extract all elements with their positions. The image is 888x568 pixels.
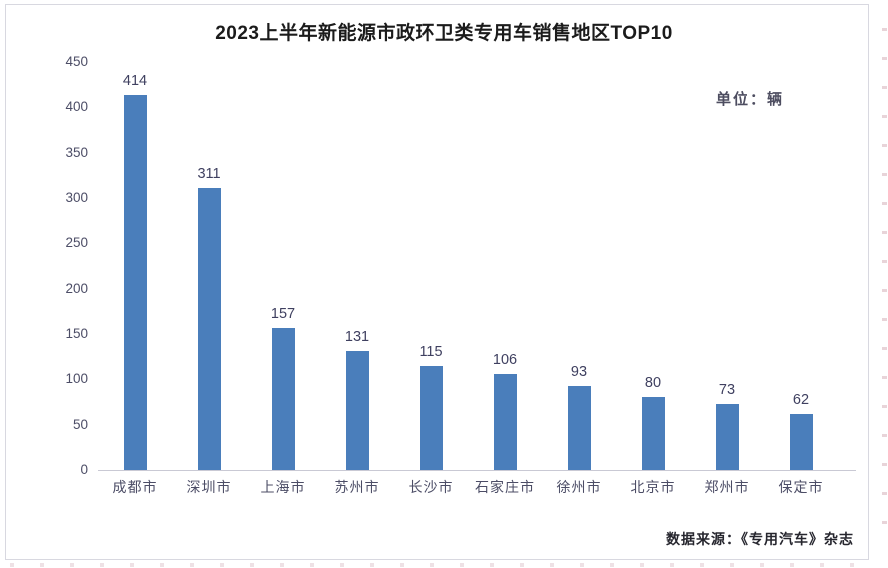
value-label: 93 xyxy=(570,363,588,380)
y-tick-label: 0 xyxy=(80,462,88,477)
y-tick-label: 400 xyxy=(65,99,88,115)
bar-长沙市 xyxy=(419,365,443,470)
x-axis-line xyxy=(98,470,856,471)
value-label: 115 xyxy=(419,343,443,360)
value-label: 157 xyxy=(270,305,296,322)
value-label: 311 xyxy=(197,166,221,183)
bar-郑州市 xyxy=(715,403,739,470)
value-label: 414 xyxy=(122,72,148,89)
chart-title: 2023上半年新能源市政环卫类专用车销售地区TOP10 xyxy=(215,23,673,44)
value-label: 62 xyxy=(792,391,810,408)
category-label: 深圳市 xyxy=(186,479,232,495)
y-tick-label: 450 xyxy=(65,54,88,69)
category-label: 成都市 xyxy=(112,479,158,495)
right-edge-artifact-marks xyxy=(882,28,887,548)
y-tick-label: 150 xyxy=(65,326,88,341)
bar-保定市 xyxy=(789,413,813,470)
category-label: 长沙市 xyxy=(408,479,454,495)
bar-上海市 xyxy=(271,327,295,470)
value-label: 131 xyxy=(344,329,370,346)
category-label: 郑州市 xyxy=(704,479,750,495)
bar-徐州市 xyxy=(567,385,591,470)
category-label: 石家庄市 xyxy=(475,479,535,495)
data-source-label: 数据来源：《专用汽车》杂志 xyxy=(666,531,854,547)
value-label: 80 xyxy=(644,375,662,392)
bar-成都市 xyxy=(123,94,147,470)
bar-北京市 xyxy=(641,397,665,470)
y-tick-label: 350 xyxy=(65,144,88,160)
category-label: 上海市 xyxy=(260,479,306,495)
y-tick-label: 200 xyxy=(65,280,88,296)
y-tick-label: 300 xyxy=(65,190,88,205)
category-label: 北京市 xyxy=(630,479,676,495)
y-tick-label: 100 xyxy=(65,371,88,387)
value-label: 73 xyxy=(718,381,736,398)
bottom-edge-artifact-marks xyxy=(10,563,870,567)
category-label: 保定市 xyxy=(778,479,824,495)
y-tick-label: 50 xyxy=(72,416,88,432)
y-tick-label: 250 xyxy=(65,235,88,251)
category-label: 徐州市 xyxy=(556,479,602,495)
unit-label: 单位：辆 xyxy=(715,91,784,108)
category-label: 苏州市 xyxy=(334,479,380,495)
bar-苏州市 xyxy=(345,351,369,470)
bar-深圳市 xyxy=(197,188,221,470)
value-label: 106 xyxy=(492,351,518,368)
bar-石家庄市 xyxy=(493,373,517,470)
